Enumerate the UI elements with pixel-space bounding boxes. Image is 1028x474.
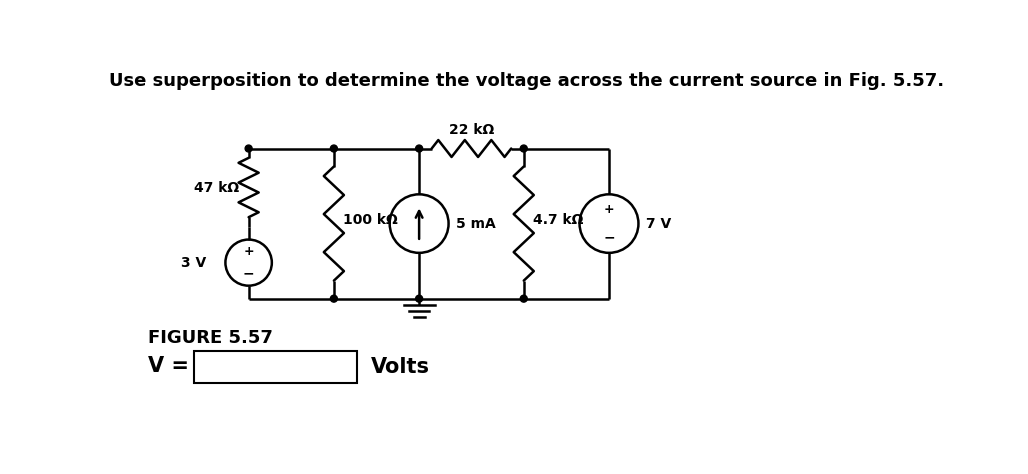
Text: 100 kΩ: 100 kΩ [343,213,398,227]
Text: 4.7 kΩ: 4.7 kΩ [534,213,584,227]
Text: 22 kΩ: 22 kΩ [449,123,494,137]
FancyBboxPatch shape [194,351,357,383]
Circle shape [330,295,337,302]
Text: V =: V = [148,356,189,376]
Text: 7 V: 7 V [647,217,671,230]
Text: 47 kΩ: 47 kΩ [194,181,240,194]
Text: 3 V: 3 V [181,255,206,270]
Text: +: + [244,245,254,258]
Text: Use superposition to determine the voltage across the current source in Fig. 5.5: Use superposition to determine the volta… [109,72,945,90]
Text: +: + [603,203,615,216]
Text: 5 mA: 5 mA [456,217,497,230]
Circle shape [330,145,337,152]
Text: FIGURE 5.57: FIGURE 5.57 [148,329,272,347]
Circle shape [245,145,252,152]
Circle shape [520,145,527,152]
Text: −: − [243,267,255,281]
Circle shape [520,295,527,302]
Text: Volts: Volts [371,357,430,377]
Text: −: − [603,231,615,245]
Circle shape [415,295,423,302]
Circle shape [415,145,423,152]
